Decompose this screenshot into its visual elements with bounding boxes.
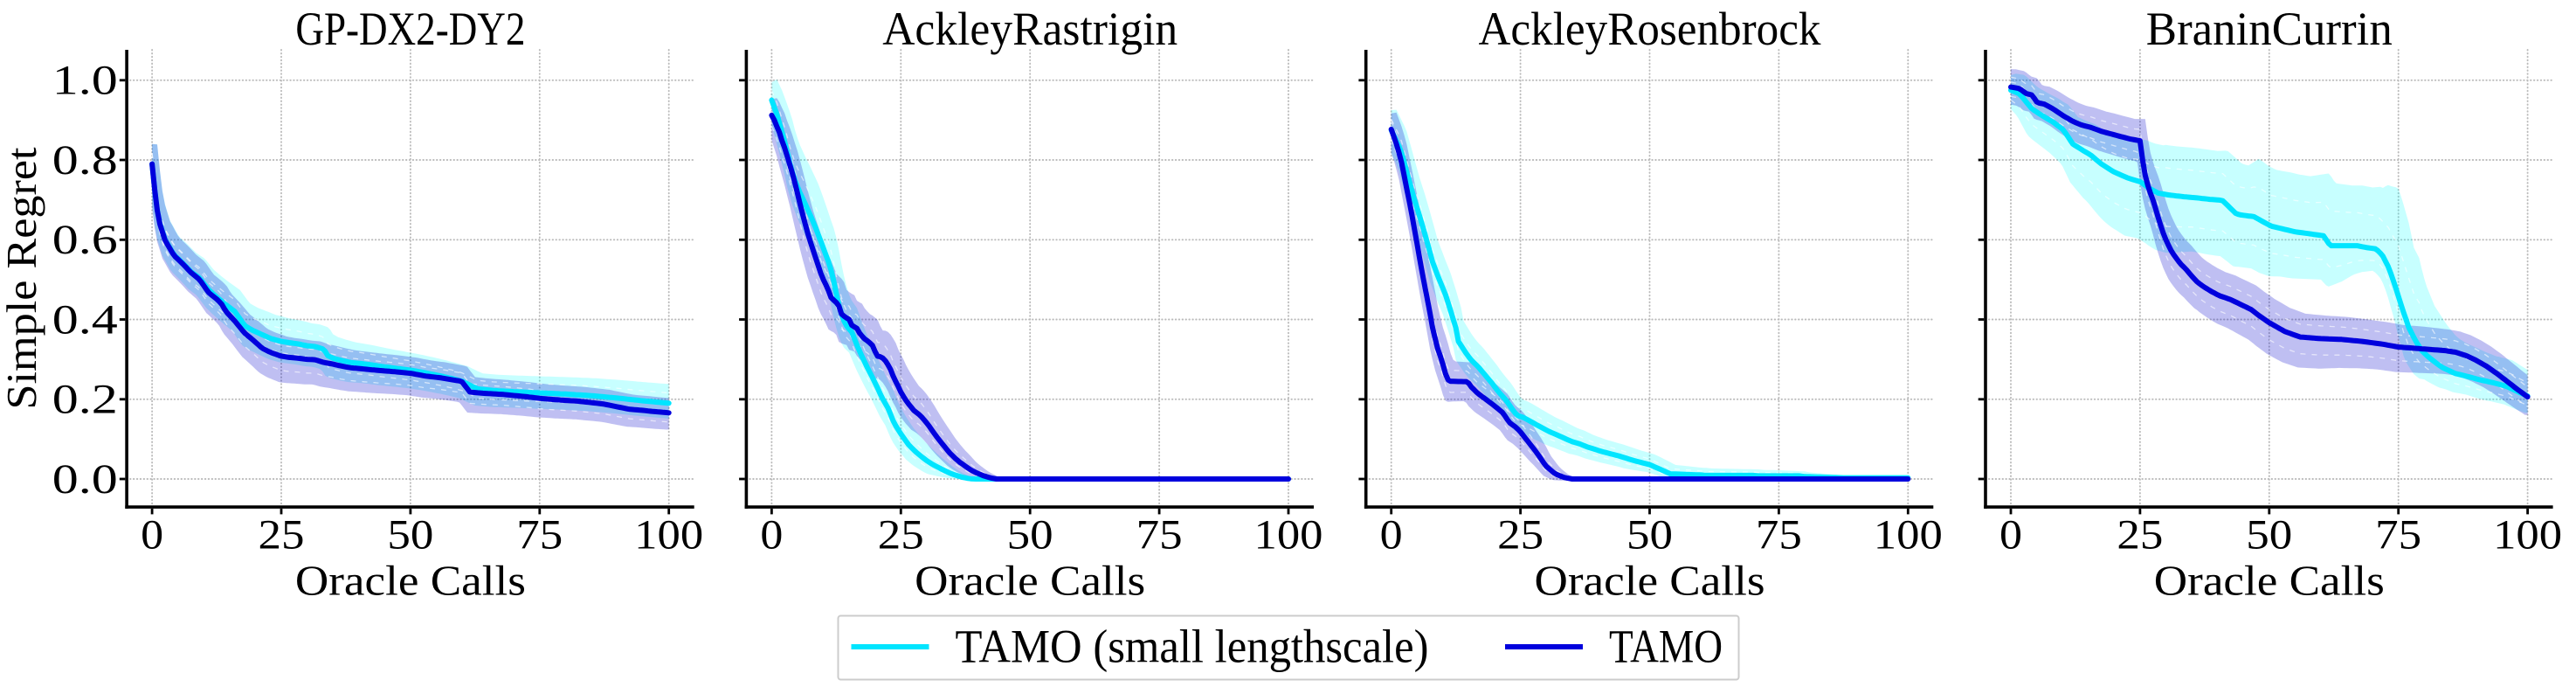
- svg-text:Simple Regret: Simple Regret: [0, 147, 45, 410]
- svg-text:100: 100: [634, 513, 703, 559]
- svg-text:BraninCurrin: BraninCurrin: [2146, 3, 2393, 55]
- svg-text:100: 100: [1874, 513, 1943, 559]
- svg-text:50: 50: [2246, 513, 2292, 559]
- svg-text:TAMO: TAMO: [1609, 621, 1723, 673]
- svg-text:AckleyRosenbrock: AckleyRosenbrock: [1479, 3, 1821, 55]
- svg-text:0.4: 0.4: [52, 297, 118, 343]
- svg-text:1.0: 1.0: [52, 59, 118, 104]
- svg-text:GP-DX2-DY2: GP-DX2-DY2: [295, 3, 525, 55]
- svg-text:Oracle Calls: Oracle Calls: [915, 559, 1145, 605]
- svg-text:75: 75: [1136, 513, 1183, 559]
- svg-text:25: 25: [1497, 513, 1544, 559]
- svg-text:0: 0: [141, 513, 163, 559]
- svg-text:0.0: 0.0: [52, 457, 118, 503]
- svg-text:TAMO (small lengthscale): TAMO (small lengthscale): [956, 621, 1429, 673]
- svg-text:25: 25: [878, 513, 924, 559]
- svg-text:75: 75: [2375, 513, 2421, 559]
- svg-text:100: 100: [1254, 513, 1323, 559]
- svg-text:75: 75: [1756, 513, 1802, 559]
- svg-text:Oracle Calls: Oracle Calls: [1535, 559, 1765, 605]
- svg-text:50: 50: [1626, 513, 1673, 559]
- svg-text:0: 0: [1999, 513, 2022, 559]
- svg-text:0: 0: [1380, 513, 1403, 559]
- svg-text:75: 75: [516, 513, 563, 559]
- svg-text:50: 50: [1007, 513, 1053, 559]
- svg-text:0.6: 0.6: [52, 218, 118, 263]
- svg-text:50: 50: [387, 513, 433, 559]
- svg-text:25: 25: [259, 513, 305, 559]
- svg-text:0.8: 0.8: [52, 138, 118, 184]
- svg-text:0.2: 0.2: [52, 378, 118, 423]
- svg-text:100: 100: [2493, 513, 2562, 559]
- svg-text:0: 0: [760, 513, 783, 559]
- svg-text:25: 25: [2117, 513, 2163, 559]
- svg-text:AckleyRastrigin: AckleyRastrigin: [882, 3, 1178, 55]
- svg-text:Oracle Calls: Oracle Calls: [2154, 559, 2385, 605]
- svg-text:Oracle Calls: Oracle Calls: [295, 559, 526, 605]
